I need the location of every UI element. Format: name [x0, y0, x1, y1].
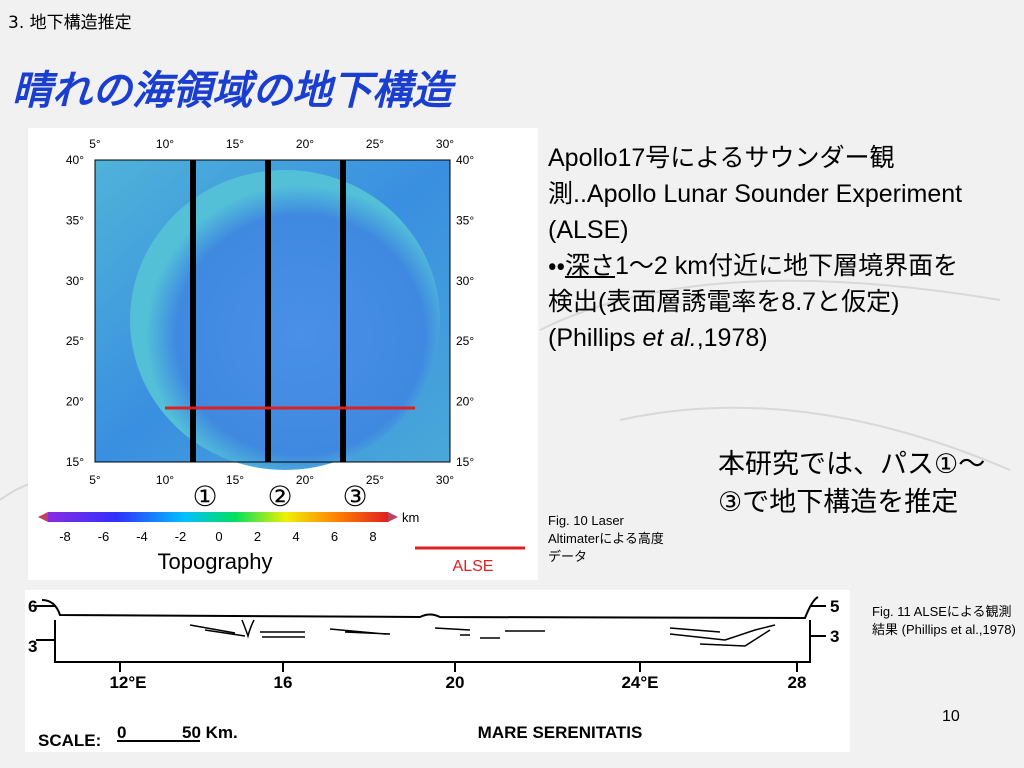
- basin: [130, 170, 440, 470]
- lat-label: 30°: [456, 274, 474, 288]
- lat-label: 25°: [456, 334, 474, 348]
- scale-label: SCALE:: [38, 731, 101, 750]
- x-label: 20: [446, 673, 465, 692]
- colorbar-tick: 8: [369, 529, 376, 544]
- lat-label: 20°: [456, 395, 474, 409]
- colorbar-tick: 4: [292, 529, 299, 544]
- lat-label: 35°: [456, 213, 474, 227]
- x-ticks: [119, 662, 798, 672]
- slide-title: 晴れの海領域の地下構造: [12, 68, 452, 114]
- colorbar-tick: 6: [331, 529, 338, 544]
- x-label: 28: [788, 673, 807, 692]
- lat-label: 40°: [66, 153, 84, 167]
- lat-label: 30°: [66, 274, 84, 288]
- intro-text: Apollo17号によるサウンダー観測..Apollo Lunar Sounde…: [548, 144, 963, 244]
- colorbar-tick: -8: [59, 529, 71, 544]
- lon-label: 25°: [366, 137, 384, 151]
- lat-label: 15°: [66, 455, 84, 469]
- colorbar-tick: -4: [136, 529, 148, 544]
- depth-ticks: [36, 605, 826, 641]
- lon-label: 25°: [366, 473, 384, 487]
- caption-line: Altimaterによる高度: [548, 531, 664, 546]
- lon-label: 20°: [296, 473, 314, 487]
- colorbar-unit: km: [402, 510, 419, 525]
- colorbar-tick: -6: [98, 529, 110, 544]
- surface-line: [41, 596, 819, 620]
- colorbar: [48, 512, 388, 522]
- figure-caption: Fig. 10 Laser Altimaterによる高度 データ: [548, 512, 664, 566]
- track-label: ③: [342, 481, 367, 512]
- scale-start: 0: [117, 723, 126, 742]
- lon-label: 30°: [436, 473, 454, 487]
- profile-name: MARE SERENITATIS: [478, 723, 643, 742]
- reflector-lines: [189, 619, 776, 647]
- depth-label: 3: [830, 627, 839, 646]
- description: Apollo17号によるサウンダー観測..Apollo Lunar Sounde…: [548, 140, 978, 356]
- legend-label: ALSE: [453, 558, 494, 575]
- profile-figure: 6 3 5 3 12°E 16 20 24°E 28 SCALE: 0 50 Km. MARE SERE…: [25, 590, 850, 752]
- citation-end: ,1978): [696, 324, 768, 352]
- map-border: [94, 159, 451, 463]
- lat-label: 25°: [66, 334, 84, 348]
- italic-text: et al.: [642, 324, 697, 352]
- lat-label: 20°: [66, 395, 84, 409]
- x-label: 12°E: [109, 673, 146, 692]
- depth-label: 3: [28, 637, 37, 656]
- colorbar-tick: 0: [215, 529, 222, 544]
- figure-caption: Fig. 11 ALSEによる観測結果 (Phillips et al.,197…: [872, 604, 1016, 637]
- caption-line: データ: [548, 549, 588, 564]
- lon-label: 20°: [296, 137, 314, 151]
- topography-figure: 5°5°10°10°15°15°20°20°25°25°30°30°40° 40°…: [28, 128, 538, 580]
- lon-label: 15°: [226, 473, 244, 487]
- lon-label: 10°: [156, 473, 174, 487]
- x-label: 16: [274, 673, 293, 692]
- track-label: ①: [192, 481, 217, 512]
- depth-label: 5: [830, 597, 839, 616]
- x-label: 24°E: [621, 673, 658, 692]
- lon-label: 10°: [156, 137, 174, 151]
- bullet: ・・: [548, 252, 566, 280]
- lon-label: 30°: [436, 137, 454, 151]
- depth-label: 6: [28, 597, 37, 616]
- detail-text: 1～2 km付近に地下層境界面を検出(表面層誘電率を8.7と仮定) (Phill…: [548, 252, 959, 352]
- lat-label: 40°: [456, 153, 474, 167]
- colorbar-title: Topography: [158, 549, 273, 574]
- study-text: 本研究では、パス①～③で地下構造を推定: [718, 449, 986, 518]
- caption-line: Fig. 10 Laser: [548, 513, 624, 528]
- section-heading: 3. 地下構造推定: [8, 13, 132, 33]
- figure-frame: [25, 590, 850, 752]
- lat-label: 15°: [456, 455, 474, 469]
- scale-end: 50 Km.: [182, 723, 238, 742]
- page-number: 10: [942, 708, 960, 725]
- colorbar-tick: -2: [175, 529, 187, 544]
- lon-label: 5°: [89, 137, 101, 151]
- underlined-text: 深さ: [565, 252, 616, 280]
- colorbar-tick: 2: [254, 529, 261, 544]
- lat-label: 35°: [66, 213, 84, 227]
- track-label: ②: [267, 481, 292, 512]
- lon-label: 5°: [89, 473, 101, 487]
- lon-label: 15°: [226, 137, 244, 151]
